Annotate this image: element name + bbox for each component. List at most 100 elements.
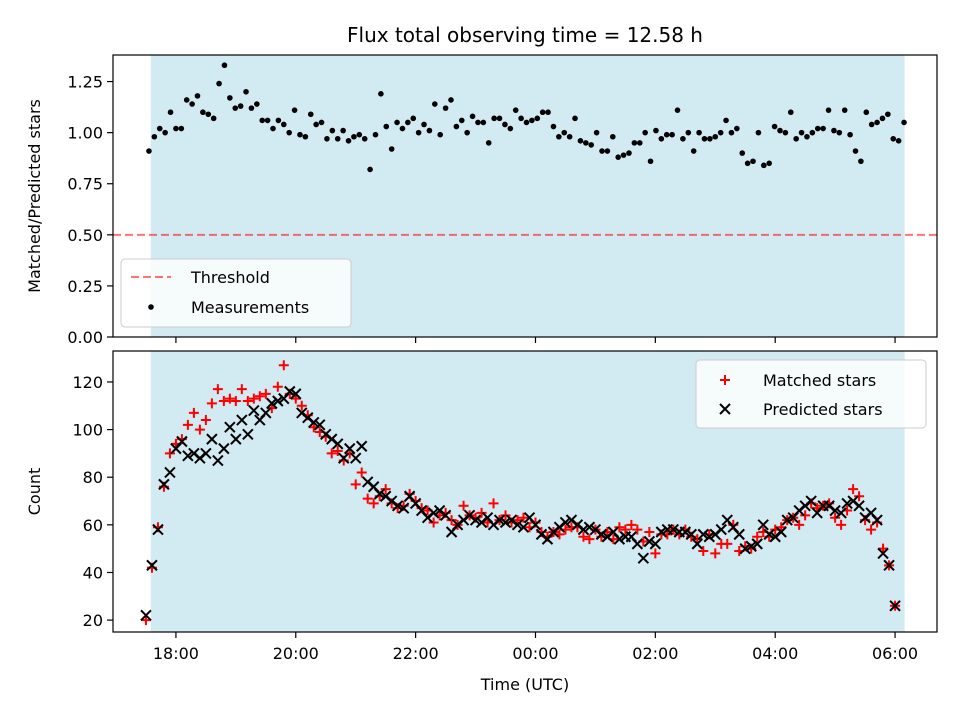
matched-star-point (140, 615, 151, 626)
measurement-point (852, 148, 859, 154)
measurement-point (496, 115, 503, 122)
matched-star-point (794, 519, 805, 530)
measurement-point (383, 123, 390, 130)
matched-star-point (830, 512, 841, 523)
matched-star-point (428, 517, 439, 528)
matched-star-point (836, 519, 847, 530)
measurement-point (329, 127, 336, 134)
measurement-point (696, 129, 702, 136)
predicted-star-point (391, 500, 404, 512)
measurement-point (216, 80, 222, 87)
measurement-point (847, 131, 853, 138)
predicted-star-point (212, 454, 224, 467)
matched-star-point (500, 510, 511, 521)
matched-star-point (362, 493, 373, 504)
predicted-star-point (577, 523, 590, 536)
predicted-star-point (877, 547, 889, 560)
measurement-point (286, 129, 292, 136)
measurement-point (351, 133, 357, 140)
measurement-point (604, 148, 611, 154)
measurement-point (615, 154, 621, 160)
predicted-star-point (667, 523, 680, 536)
measurement-point (275, 117, 282, 124)
measurement-point (432, 101, 438, 107)
measurement-point (491, 115, 497, 122)
predicted-star-point (272, 395, 284, 407)
measurement-point (334, 135, 341, 142)
measurement-point (378, 91, 384, 97)
y-tick-label: 100 (72, 421, 103, 440)
matched-star-point (326, 448, 337, 459)
axes-frame (112, 54, 938, 338)
predicted-star-point (152, 523, 164, 536)
measurement-point (372, 131, 379, 138)
measurement-point (814, 125, 821, 132)
predicted-star-point (763, 528, 775, 541)
matched-star-point (290, 393, 301, 404)
matched-star-point (446, 515, 457, 526)
matched-star-point (644, 526, 655, 537)
measurement-point (836, 129, 843, 136)
measurement-point (248, 105, 255, 111)
predicted-star-point (290, 388, 302, 400)
measurement-point (577, 138, 584, 144)
predicted-star-point (469, 514, 482, 526)
matched-star-point (752, 531, 763, 542)
y-tick-label: 1.00 (67, 124, 103, 143)
matched-star-point (866, 524, 877, 535)
measurement-point (270, 125, 276, 132)
legend: Matched stars Predicted stars (695, 359, 927, 429)
measurement-point (674, 107, 681, 113)
measurement-point (609, 133, 616, 140)
measurement-point (523, 119, 530, 126)
legend: Threshold Measurements (120, 258, 352, 328)
measurement-point (345, 138, 352, 144)
measurement-point (307, 111, 314, 118)
measurement-point (782, 129, 789, 136)
measurement-point (798, 129, 805, 136)
measurement-point (556, 133, 562, 140)
measurement-point (572, 115, 578, 122)
measurement-point (518, 115, 524, 122)
predicted-star-point (218, 442, 230, 455)
predicted-star-point (757, 519, 769, 531)
measurement-point (318, 119, 325, 126)
predicted-star-point (158, 478, 170, 491)
y-tick-label: 1.25 (67, 73, 103, 92)
measurement-point (685, 129, 692, 136)
measurement-point (755, 129, 762, 136)
measurement-point (189, 101, 195, 107)
matched-star-point (380, 484, 391, 495)
predicted-star-point (745, 540, 757, 552)
measurement-point (631, 140, 638, 146)
measurement-point (291, 107, 298, 113)
matched-star-point (248, 393, 259, 404)
measurement-point (302, 133, 309, 140)
matched-star-point (512, 515, 523, 526)
predicted-star-point (284, 385, 296, 398)
predicted-star-point (140, 609, 152, 622)
measurement-point (453, 123, 460, 130)
matched-star-point (266, 403, 277, 414)
measurement-point (626, 150, 632, 156)
measurement-point (804, 133, 810, 140)
measurement-point (777, 127, 783, 134)
measurement-point (480, 119, 487, 126)
measurement-point (636, 140, 643, 146)
measurement-point (167, 109, 174, 116)
legend-predicted-swatch (719, 403, 731, 415)
measurement-point (841, 107, 848, 113)
matched-star-point (614, 522, 625, 533)
predicted-star-point (224, 421, 236, 433)
predicted-star-point (655, 526, 668, 538)
predicted-star-point (871, 514, 883, 526)
measurement-point (173, 125, 179, 132)
measurement-point (221, 62, 228, 69)
measurement-point (156, 125, 163, 132)
predicted-star-point (349, 452, 362, 464)
measurement-point (437, 131, 444, 138)
predicted-star-point (439, 509, 452, 522)
predicted-star-point (164, 466, 176, 479)
measurement-point (194, 93, 201, 99)
